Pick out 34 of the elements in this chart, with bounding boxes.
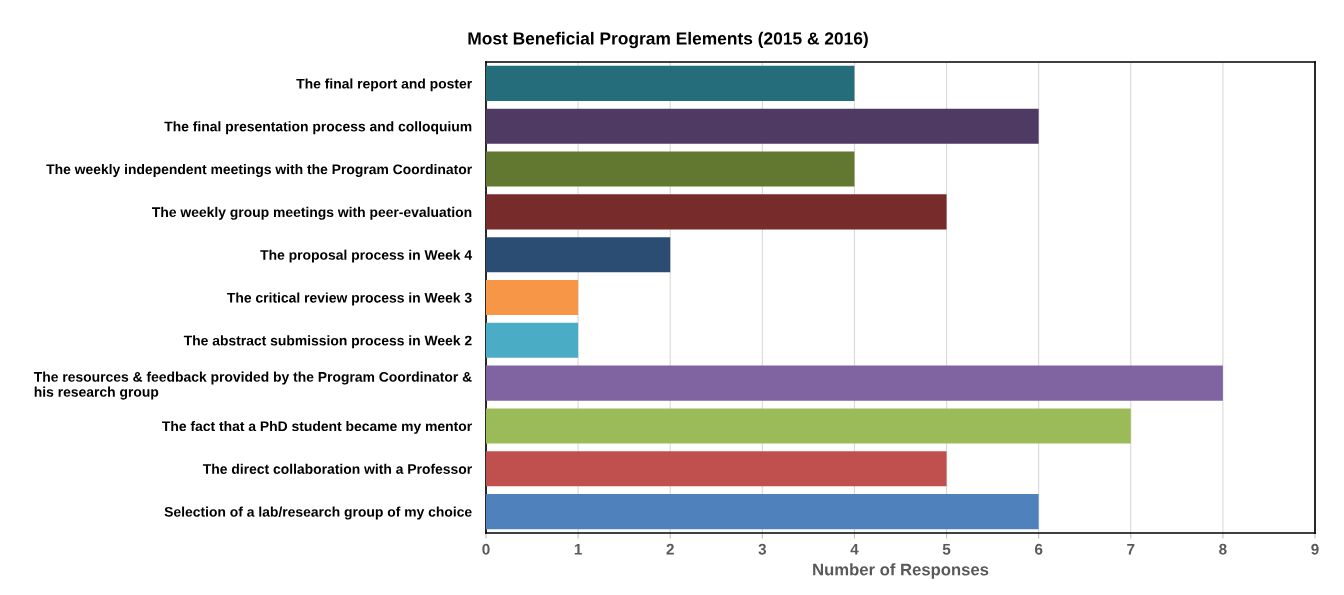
y-tick-label: The resources & feedback provided by the Program Coordinator & his research group [33,371,472,400]
y-tick-label: The proposal process in Week 4 [260,249,473,263]
bar [486,451,947,487]
x-tick-label: 7 [1127,543,1135,555]
y-tick-label: The weekly independent meetings with the Program Coordinator [46,164,472,178]
chart-title: Most Beneficial Program Elements (2015 & 2016) [468,31,868,49]
bar [486,365,1223,401]
x-tick-label: 3 [758,543,767,555]
bar [486,108,1039,144]
bar [486,151,855,187]
x-tick-label: 5 [942,543,951,555]
y-tick-label: The final report and poster [296,78,472,92]
y-tick-label: The abstract submission process in Week 2 [183,335,472,349]
bar [486,279,579,316]
x-tick-label: 8 [1219,543,1227,555]
x-tick-label: 2 [666,543,674,555]
y-tick-label: The critical review process in Week 3 [227,292,472,306]
x-axis-title: Number of Responses [813,563,989,579]
bar [486,322,579,358]
x-tick-label: 4 [850,543,859,555]
bar [486,237,671,273]
bar [486,65,855,101]
y-tick-label: The final presentation process and colloquium [164,121,472,135]
bar [486,408,1131,444]
y-tick-label: The weekly group meetings with peer-evaluation [152,206,472,220]
bar [486,494,1039,530]
y-tick-label: Selection of a lab/research group of my choice [164,506,472,520]
y-tick-label: The direct collaboration with a Professor [202,463,472,474]
x-tick-label: 1 [574,543,582,555]
x-tick-label: 9 [1311,543,1319,555]
x-tick-label: 6 [1034,543,1043,555]
bar [486,194,947,230]
y-tick-label: The fact that a PhD student became my mentor [162,420,472,434]
x-tick-label: 0 [482,543,490,555]
